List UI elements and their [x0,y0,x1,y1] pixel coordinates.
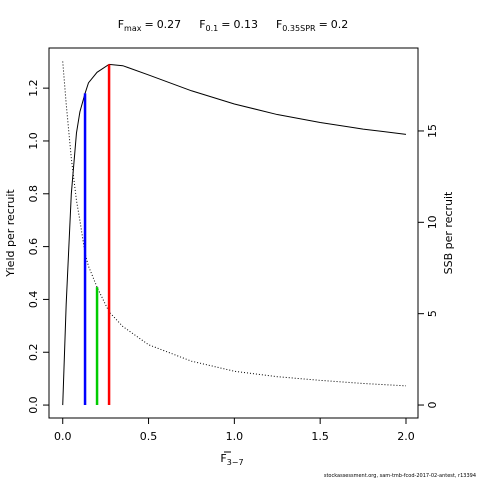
title-subscript: max [124,24,142,33]
title-subscript: 0.1 [206,24,219,33]
x-label-symbol: F [220,452,226,465]
title-value: 0.2 [331,18,349,31]
title-relation: = [319,18,328,31]
title-symbol: F [199,18,205,31]
x-tick-label: 1.5 [311,430,329,443]
x-label-subscript: 3−7 [227,458,244,467]
y-tick-label: 1.0 [27,132,40,150]
chart-title: Fmax = 0.27 F0.1 = 0.13 F0.35SPR = 0.2 [118,18,349,33]
plot-frame [48,47,419,419]
title-relation: = [221,18,230,31]
y2-tick-label: 10 [426,215,439,229]
y2-tick-label: 15 [426,124,439,138]
footer: stockassessment.org, sam-tmb-fcod-2017-0… [324,473,476,479]
title-relation: = [144,18,153,31]
title-value: 0.13 [233,18,258,31]
curve [62,61,407,387]
y-tick-label: 0.6 [27,238,40,256]
x-tick-label: 2.0 [397,430,415,443]
title-value: 0.27 [157,18,182,31]
y-tick-label: 1.2 [27,79,40,97]
x-tick-label: 1.0 [226,430,244,443]
y2-tick-label: 5 [426,310,439,317]
x-tick-label: 0.5 [140,430,158,443]
curve [62,63,407,406]
y-tick-label: 0.8 [27,185,40,203]
title-subscript: 0.35SPR [282,24,316,33]
y-axis-label: Yield per recruit [4,189,17,278]
x-axis-label: F3−7 [220,452,243,467]
y2-axis-label: SSB per recruit [442,191,455,274]
y2-tick-label: 0 [426,402,439,409]
x-tick-label: 0.0 [54,430,72,443]
title-symbol: F [118,18,124,31]
y-tick-label: 0.2 [27,343,40,361]
title-symbol: F [276,18,282,31]
y-tick-label: 0.4 [27,291,40,309]
y-tick-label: 0.0 [27,396,40,414]
